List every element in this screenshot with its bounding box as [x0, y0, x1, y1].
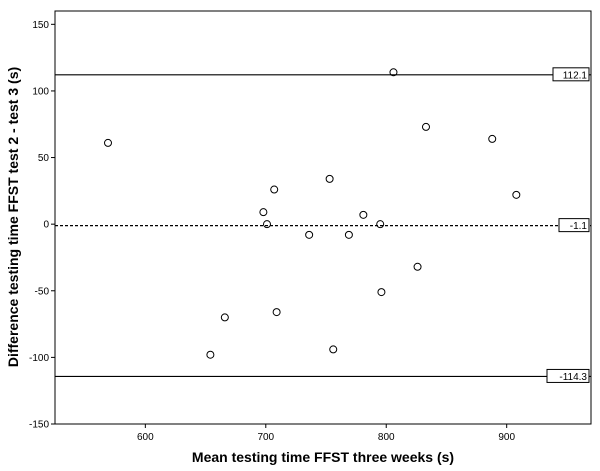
- data-point: [325, 174, 334, 183]
- data-point: [359, 210, 368, 219]
- x-tick-label: 800: [378, 432, 395, 443]
- data-point: [262, 220, 271, 229]
- data-point: [103, 138, 112, 147]
- data-point: [259, 208, 268, 217]
- y-axis-title: Difference testing time FFST test 2 - te…: [5, 67, 21, 367]
- y-axis-ticks: -150 -100 -50 0 50 100 150: [29, 20, 55, 431]
- data-point: [421, 122, 430, 131]
- data-point: [413, 262, 422, 271]
- data-point: [344, 230, 353, 239]
- data-point: [206, 350, 215, 359]
- data-point: [329, 345, 338, 354]
- y-tick-label: 50: [38, 153, 50, 164]
- x-tick-label: 900: [498, 432, 515, 443]
- y-tick-label: 150: [32, 20, 49, 31]
- data-point: [305, 230, 314, 239]
- reference-label-box: [558, 218, 590, 233]
- y-tick-label: 0: [43, 220, 49, 231]
- data-point: [512, 190, 521, 199]
- x-axis-title: Mean testing time FFST three weeks (s): [192, 449, 454, 465]
- reference-label-box: [552, 67, 590, 82]
- data-point: [220, 313, 229, 322]
- y-tick-label: -50: [35, 286, 50, 297]
- reference-label: -114.3: [559, 372, 587, 383]
- reference-lines: 112.1 -1.1 -114.3: [55, 67, 591, 383]
- data-point: [376, 220, 385, 229]
- reference-label: -1.1: [570, 221, 588, 232]
- y-tick-label: 100: [32, 86, 49, 97]
- reference-label: 112.1: [563, 70, 588, 81]
- data-point: [389, 68, 398, 77]
- x-axis-ticks: 600 700 800 900: [137, 424, 515, 443]
- x-tick-label: 600: [137, 432, 154, 443]
- data-points: [103, 68, 521, 359]
- data-point: [270, 185, 279, 194]
- y-tick-label: -150: [29, 420, 49, 431]
- x-tick-label: 700: [257, 432, 274, 443]
- y-tick-label: -100: [29, 353, 49, 364]
- data-point: [377, 288, 386, 297]
- data-point: [488, 134, 497, 143]
- plot-frame: [54, 10, 592, 425]
- data-point: [272, 308, 281, 317]
- reference-label-box: [546, 368, 590, 383]
